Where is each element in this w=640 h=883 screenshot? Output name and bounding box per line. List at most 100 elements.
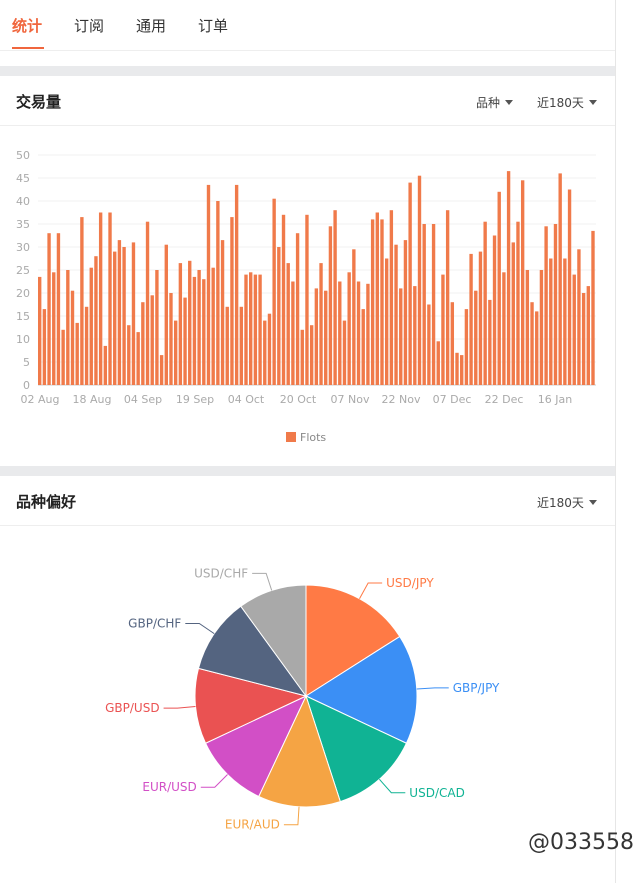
bar — [399, 288, 403, 385]
section-divider — [0, 466, 615, 476]
bar — [375, 212, 379, 385]
tab-bar: 统计 订阅 通用 订单 — [0, 0, 615, 51]
y-tick-label: 10 — [16, 333, 30, 346]
bar — [127, 325, 131, 385]
bar — [361, 309, 365, 385]
bar — [408, 182, 412, 385]
bar — [474, 290, 478, 385]
right-border — [615, 0, 616, 883]
active-tab-indicator — [12, 47, 44, 49]
x-tick-label: 02 Aug — [21, 393, 60, 406]
bar — [384, 258, 389, 385]
legend-swatch — [286, 432, 296, 442]
bar — [431, 224, 436, 385]
pie-label: EUR/AUD — [225, 818, 280, 832]
x-tick-label: 07 Nov — [331, 393, 370, 406]
pie-slice — [240, 584, 307, 698]
bar — [342, 320, 347, 385]
bar — [244, 274, 248, 385]
y-tick-label: 30 — [16, 241, 30, 254]
bar — [98, 212, 103, 385]
pie-slice — [197, 605, 308, 697]
bar — [347, 272, 351, 385]
y-tick-label: 20 — [16, 287, 30, 300]
bar — [558, 173, 562, 385]
bar — [145, 221, 150, 385]
bar — [188, 260, 192, 385]
preference-card-title: 品种偏好 — [16, 493, 77, 511]
bar — [220, 240, 225, 385]
x-tick-label: 07 Dec — [433, 393, 472, 406]
tab-orders[interactable]: 订单 — [198, 17, 229, 35]
y-tick-label: 15 — [16, 310, 30, 323]
bar — [173, 320, 178, 385]
label-leader-line — [185, 622, 215, 635]
y-tick-label: 45 — [16, 172, 30, 185]
bar — [483, 221, 487, 385]
bar — [131, 242, 136, 385]
bar — [544, 226, 548, 385]
tab-general[interactable]: 通用 — [136, 17, 167, 35]
legend-label: Flots — [300, 431, 327, 444]
bar — [356, 281, 361, 385]
bar — [178, 263, 183, 385]
preference-range-dropdown[interactable]: 近180天 — [537, 494, 597, 511]
caret-down-icon — [588, 100, 597, 105]
tab-subscriptions[interactable]: 订阅 — [74, 17, 105, 35]
bar — [38, 276, 42, 385]
bar — [497, 191, 501, 385]
bar — [380, 219, 384, 385]
pie-label: USD/JPY — [386, 576, 434, 590]
bar — [56, 233, 61, 385]
bar — [141, 302, 145, 385]
bar — [581, 293, 586, 385]
bar — [239, 306, 244, 385]
y-tick-label: 0 — [23, 379, 30, 392]
watermark: @033558 — [528, 830, 634, 855]
bar — [445, 210, 450, 385]
label-leader-line — [252, 572, 273, 591]
bar — [52, 272, 56, 385]
bar — [511, 242, 515, 385]
bar — [530, 302, 534, 385]
bar — [136, 332, 140, 385]
x-tick-label: 18 Aug — [73, 393, 112, 406]
bar — [525, 270, 530, 385]
bar — [80, 217, 84, 385]
tab-statistics[interactable]: 统计 — [12, 17, 43, 35]
bar — [272, 198, 276, 385]
label-leader-line — [379, 778, 406, 794]
y-tick-label: 25 — [16, 264, 30, 277]
section-divider — [0, 66, 615, 76]
bar — [267, 313, 272, 385]
x-tick-label: 22 Dec — [485, 393, 524, 406]
pie-slice — [305, 584, 401, 697]
label-leader-line — [200, 774, 228, 788]
bar — [417, 175, 422, 385]
symbol-filter-dropdown[interactable]: 品种 — [476, 94, 514, 111]
bar — [413, 286, 417, 385]
bar — [305, 214, 309, 385]
pie-slice — [204, 694, 308, 798]
bar — [352, 249, 356, 385]
bar — [333, 210, 337, 385]
bar — [47, 233, 51, 385]
bar — [577, 249, 581, 385]
volume-card-title: 交易量 — [16, 93, 62, 111]
bar — [460, 355, 464, 385]
volume-range-dropdown[interactable]: 近180天 — [537, 94, 597, 111]
card-header-divider — [0, 525, 615, 526]
chart-legend[interactable]: Flots — [286, 431, 326, 444]
caret-down-icon — [505, 100, 514, 105]
bar — [206, 184, 211, 385]
x-tick-label: 20 Oct — [280, 393, 317, 406]
bar — [197, 270, 201, 385]
bar — [441, 274, 445, 385]
bar — [469, 253, 473, 385]
bar — [506, 171, 511, 385]
x-tick-label: 16 Jan — [538, 393, 572, 406]
bar — [422, 224, 426, 385]
bar — [117, 240, 122, 385]
bar — [281, 214, 286, 385]
bar — [319, 263, 323, 385]
